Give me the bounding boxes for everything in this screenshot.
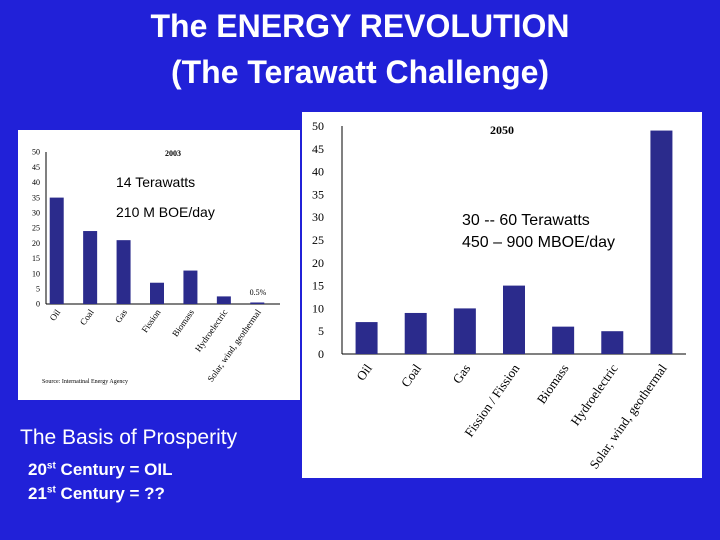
chart-2050-ytick-label: 35 — [312, 187, 324, 201]
chart-2050-title: 2050 — [490, 123, 514, 137]
chart-2050-bar — [601, 331, 624, 354]
chart-2003-bar — [216, 296, 231, 304]
chart-2003-category-label: Coal — [78, 307, 96, 327]
chart-2050-annotation-terawatts: 30 -- 60 Terawatts — [462, 212, 590, 229]
chart-2050-ytick-label: 40 — [312, 165, 324, 179]
chart-2003-category-label: Biomass — [170, 307, 196, 339]
chart-2003-annotation-boe: 210 M BOE/day — [116, 204, 215, 220]
chart-2003-ytick-label: 50 — [32, 148, 40, 157]
chart-2050-ytick-label: 15 — [312, 279, 324, 293]
chart-2003: 0 5 10 15 20 25 30 35 40 45 50 2003 Oil Coal Gas Fissio… — [32, 148, 280, 385]
chart-2003-bar — [83, 231, 98, 304]
chart-2003-category-label: Fission — [140, 307, 163, 334]
chart-2050-ytick-label: 10 — [312, 301, 324, 315]
chart-2003-source: Source: Internatinal Energy Agency — [42, 379, 128, 385]
chart-2003-ytick-label: 35 — [32, 193, 40, 202]
basis-of-prosperity: The Basis of Prosperity — [20, 426, 238, 449]
century-21-line: 21st Century = ?? — [28, 484, 165, 504]
chart-2050-ytick-label: 5 — [318, 324, 324, 338]
chart-2050-bar — [453, 308, 476, 354]
chart-2050-category-label: Gas — [449, 361, 473, 386]
chart-2050-ytick-label: 45 — [312, 142, 324, 156]
chart-2050-panel: 0 5 10 15 20 25 30 35 40 45 50 2050 Oil Coal Gas Fissio… — [302, 112, 702, 478]
chart-2050-ytick-label: 20 — [312, 256, 324, 270]
chart-2050-bar — [552, 326, 575, 354]
chart-2050-bar — [355, 322, 378, 354]
chart-2003-ytick-label: 10 — [32, 269, 40, 278]
chart-2003-ytick-label: 25 — [32, 224, 40, 233]
chart-2050-ytick-label: 30 — [312, 210, 324, 224]
chart-2050-category-label: Biomass — [534, 361, 572, 406]
chart-2003-category-label: Hydroelectric — [193, 307, 230, 353]
chart-2003-ytick-label: 40 — [32, 178, 40, 187]
chart-2050-ytick-label: 0 — [318, 347, 324, 361]
chart-2050-bar — [650, 130, 673, 354]
slide-title-line-1: The ENERGY REVOLUTION — [150, 8, 570, 44]
chart-2003-title: 2003 — [165, 149, 181, 158]
chart-2050-category-label: Oil — [353, 361, 375, 384]
century-21-text: Century = ?? — [55, 484, 165, 503]
chart-2050-bar — [503, 285, 525, 354]
chart-2050-category-label: Coal — [398, 361, 425, 390]
chart-2003-annotation-terawatts: 14 Terawatts — [116, 174, 196, 190]
century-21-ordinal: st — [46, 484, 56, 496]
century-20-line: 20st Century = OIL — [28, 460, 173, 480]
chart-2050-ytick-label: 25 — [312, 233, 324, 247]
chart-2003-bar — [49, 197, 64, 304]
slide-title-line-2: (The Terawatt Challenge) — [170, 54, 550, 90]
chart-2003-panel: 0 5 10 15 20 25 30 35 40 45 50 2003 Oil Coal Gas Fissio… — [18, 130, 300, 400]
century-20-number: 20 — [28, 460, 47, 479]
century-20-text: Century = OIL — [55, 460, 173, 479]
chart-2050-category-label: Hydroelectric — [567, 361, 620, 428]
century-21-number: 21 — [28, 484, 47, 503]
chart-2003-bar — [250, 302, 265, 304]
chart-2003-bar — [150, 282, 164, 304]
chart-2003-ytick-label: 0 — [36, 300, 40, 309]
chart-2003-ytick-label: 45 — [32, 163, 40, 172]
chart-2003-bar — [116, 240, 131, 304]
chart-2003-bar — [183, 270, 198, 304]
century-20-ordinal: st — [46, 460, 56, 472]
chart-2003-ytick-label: 20 — [32, 239, 40, 248]
chart-2003-ytick-label: 15 — [32, 254, 40, 263]
chart-2003-ytick-label: 5 — [36, 284, 40, 293]
chart-2003-ytick-label: 30 — [32, 208, 40, 217]
chart-2003-annotation-value: 0.5% — [250, 288, 267, 297]
chart-2050-ytick-label: 50 — [312, 119, 324, 133]
chart-2003-category-label: Oil — [48, 307, 63, 323]
chart-2050-annotation-boe: 450 – 900 MBOE/day — [462, 234, 615, 251]
chart-2003-category-label: Gas — [113, 307, 130, 325]
chart-2050-bar — [404, 312, 427, 354]
